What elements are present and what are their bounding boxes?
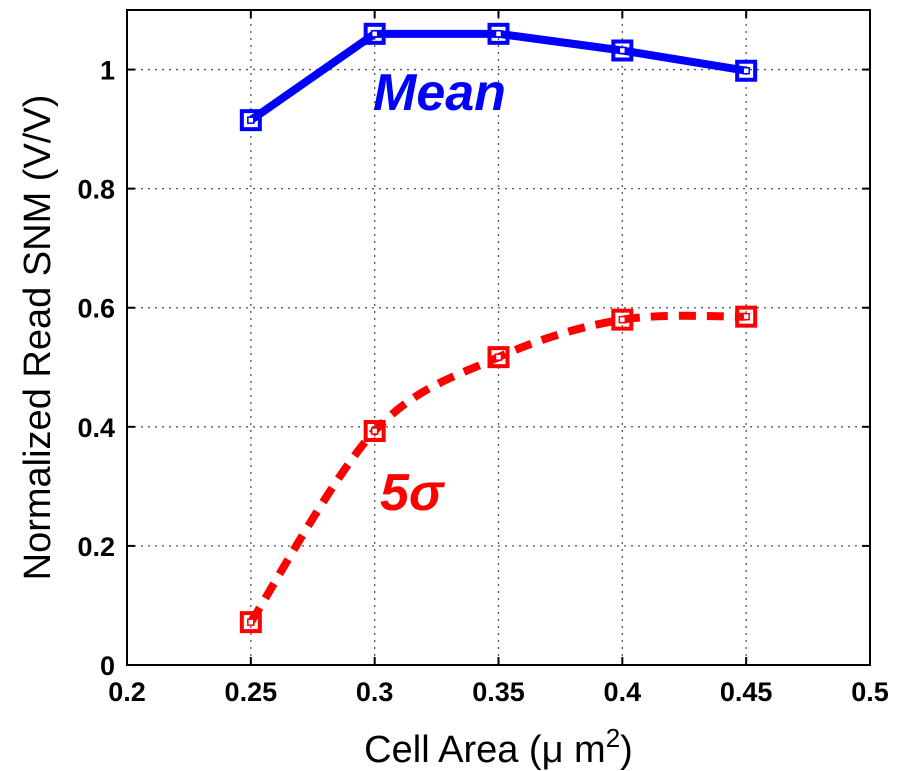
- x-tick-label: 0.3: [356, 677, 394, 707]
- data-point-marker-core: [494, 30, 503, 38]
- y-tick-label: 0.8: [77, 175, 115, 205]
- data-point-marker: [239, 109, 262, 132]
- data-point-marker-core: [618, 315, 627, 324]
- series-5sigma: [239, 305, 758, 634]
- series-mean: [239, 22, 758, 132]
- y-tick-label: 1: [100, 56, 115, 86]
- data-point-marker-core: [247, 618, 255, 626]
- y-axis-tick-labels: 0 0.2 0.4 0.6 0.8 1: [77, 56, 115, 681]
- series-line-5sigma: [247, 311, 747, 625]
- data-point-marker-core: [370, 427, 379, 435]
- data-point-marker-core: [742, 312, 750, 321]
- data-point-marker: [363, 22, 386, 45]
- data-point-marker: [611, 308, 634, 331]
- x-tick-label: 0.4: [604, 677, 642, 707]
- data-point-marker: [239, 611, 262, 634]
- data-point-marker-core: [742, 66, 750, 75]
- x-axis-title-superscript: 2: [606, 723, 620, 753]
- x-axis-title-suffix: ): [620, 729, 633, 771]
- data-point-marker: [363, 419, 386, 442]
- x-tick-label: 0.25: [225, 677, 278, 707]
- x-tick-label: 0.45: [720, 677, 773, 707]
- data-point-marker: [735, 305, 758, 328]
- data-point-marker: [735, 59, 758, 82]
- data-point-marker-core: [247, 116, 255, 124]
- data-point-marker-core: [618, 46, 627, 55]
- data-point-marker: [611, 39, 634, 62]
- grid-lines: [127, 10, 870, 665]
- x-axis-title-main: Cell Area (μ m: [364, 729, 606, 771]
- axis-ticks: [126, 10, 871, 666]
- y-axis-title: Normalized Read SNM (V/V): [17, 95, 59, 581]
- data-point-marker: [487, 346, 510, 369]
- data-point-marker-core: [370, 30, 379, 38]
- data-point-marker-core: [494, 353, 503, 361]
- x-axis-tick-labels: 0.2 0.25 0.3 0.35 0.4 0.45 0.5: [108, 677, 889, 707]
- x-tick-label: 0.2: [108, 677, 146, 707]
- x-tick-label: 0.35: [472, 677, 525, 707]
- data-point-marker: [487, 22, 510, 45]
- y-tick-label: 0.2: [77, 532, 115, 562]
- x-axis-title: Cell Area (μ m2): [364, 723, 633, 771]
- series-layer: [239, 22, 758, 634]
- x-tick-label: 0.5: [851, 677, 889, 707]
- series-label-mean: Mean: [373, 64, 506, 122]
- series-label-5sigma: 5σ: [380, 464, 446, 522]
- y-tick-label: 0.4: [77, 413, 115, 443]
- y-tick-label: 0: [100, 651, 115, 681]
- y-tick-label: 0.6: [77, 294, 115, 324]
